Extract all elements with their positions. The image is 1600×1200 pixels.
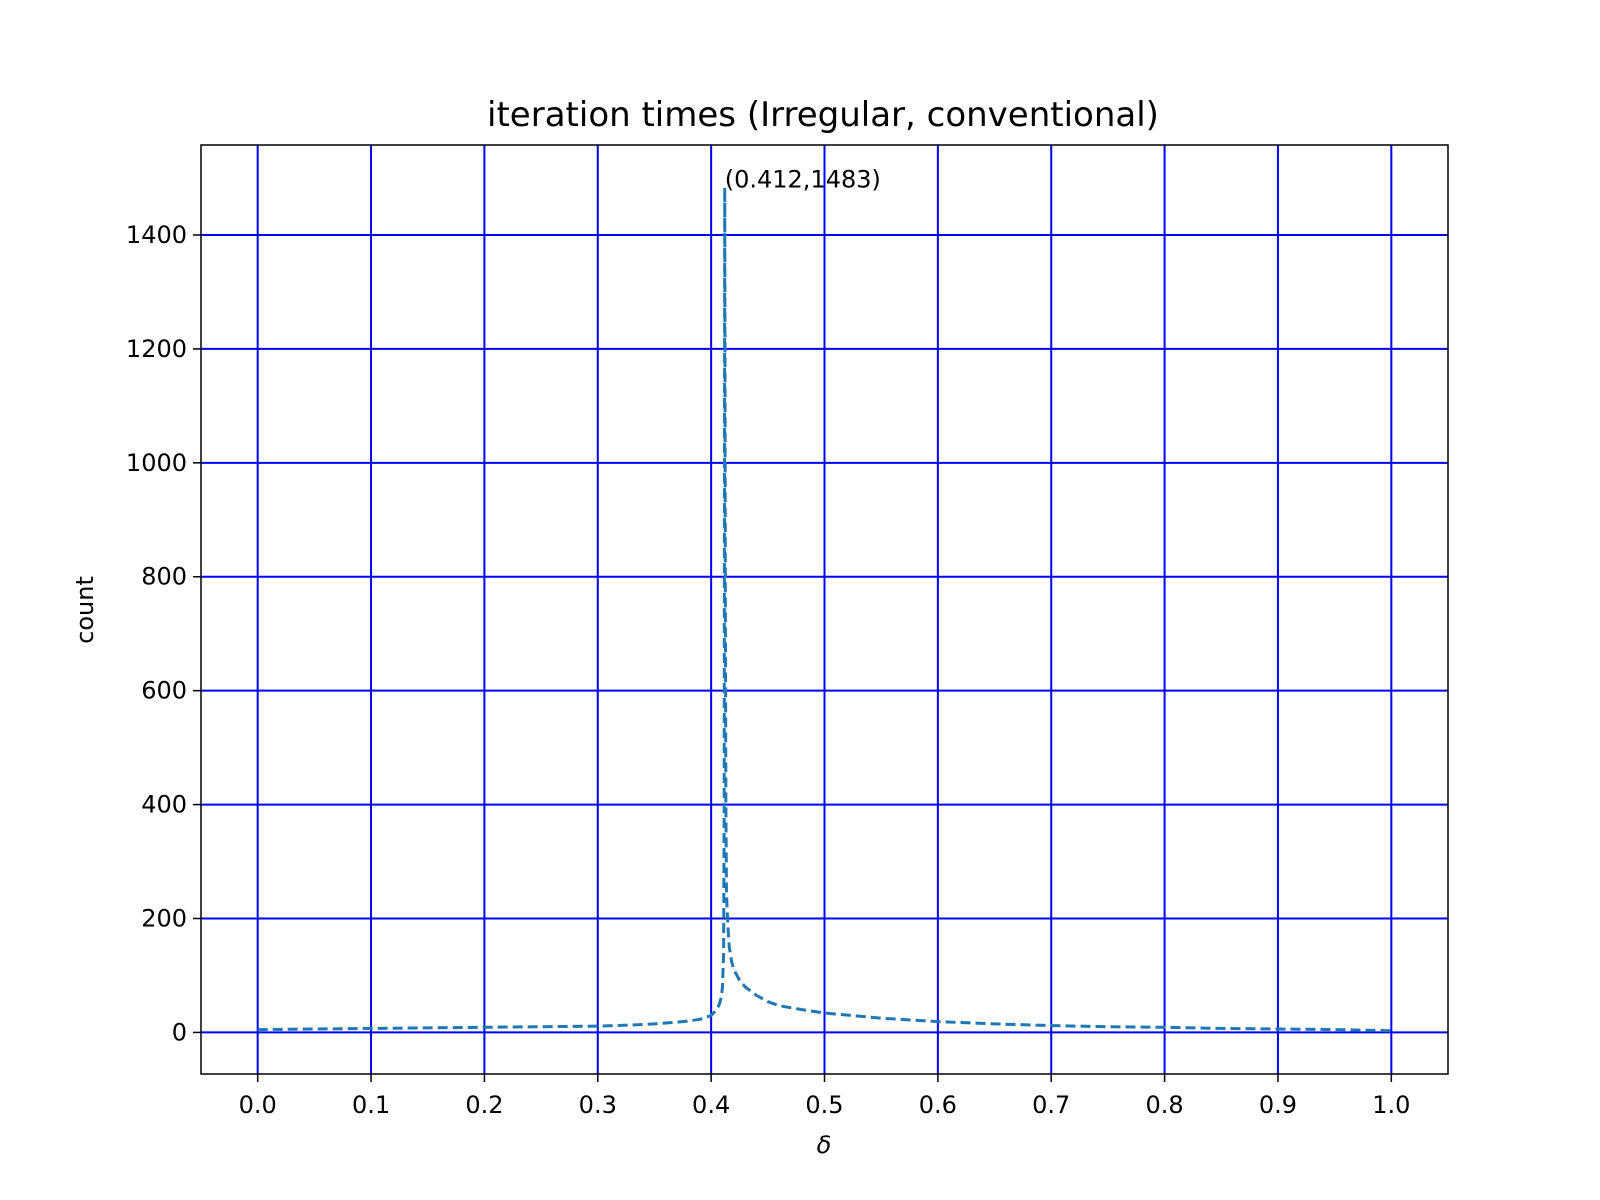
x-ticks: 0.0 0.1 0.2 0.3 0.4 0.5 0.6 0.7 0.8 0.9 1.0 [239,1074,1410,1119]
x-tick-label: 0.9 [1259,1091,1297,1119]
x-tick-label: 0.8 [1146,1091,1184,1119]
y-tick-label: 0 [172,1018,187,1046]
x-tick-label: 0.1 [352,1091,390,1119]
x-tick-label: 0.5 [805,1091,843,1119]
x-tick-label: 0.7 [1032,1091,1070,1119]
series-line [257,187,1392,1033]
y-axis-label: count [71,576,99,644]
x-tick-label: 0.2 [465,1091,503,1119]
x-tick-label: 0.0 [239,1091,277,1119]
y-tick-label: 600 [141,677,187,705]
x-axis-label: δ [817,1131,832,1159]
y-tick-label: 1200 [126,335,187,363]
y-tick-label: 400 [141,791,187,819]
grid [201,145,1448,1074]
x-tick-label: 1.0 [1372,1091,1410,1119]
x-tick-label: 0.6 [919,1091,957,1119]
x-tick-label: 0.3 [579,1091,617,1119]
y-tick-label: 800 [141,563,187,591]
y-ticks: 0 200 400 600 800 1000 1200 1400 [126,221,201,1046]
y-tick-label: 1000 [126,449,187,477]
x-tick-label: 0.4 [692,1091,730,1119]
peak-annotation: (0.412,1483) [725,166,881,194]
chart-title: iteration times (Irregular, conventional… [487,95,1159,135]
y-tick-label: 200 [141,905,187,933]
y-tick-label: 1400 [126,221,187,249]
